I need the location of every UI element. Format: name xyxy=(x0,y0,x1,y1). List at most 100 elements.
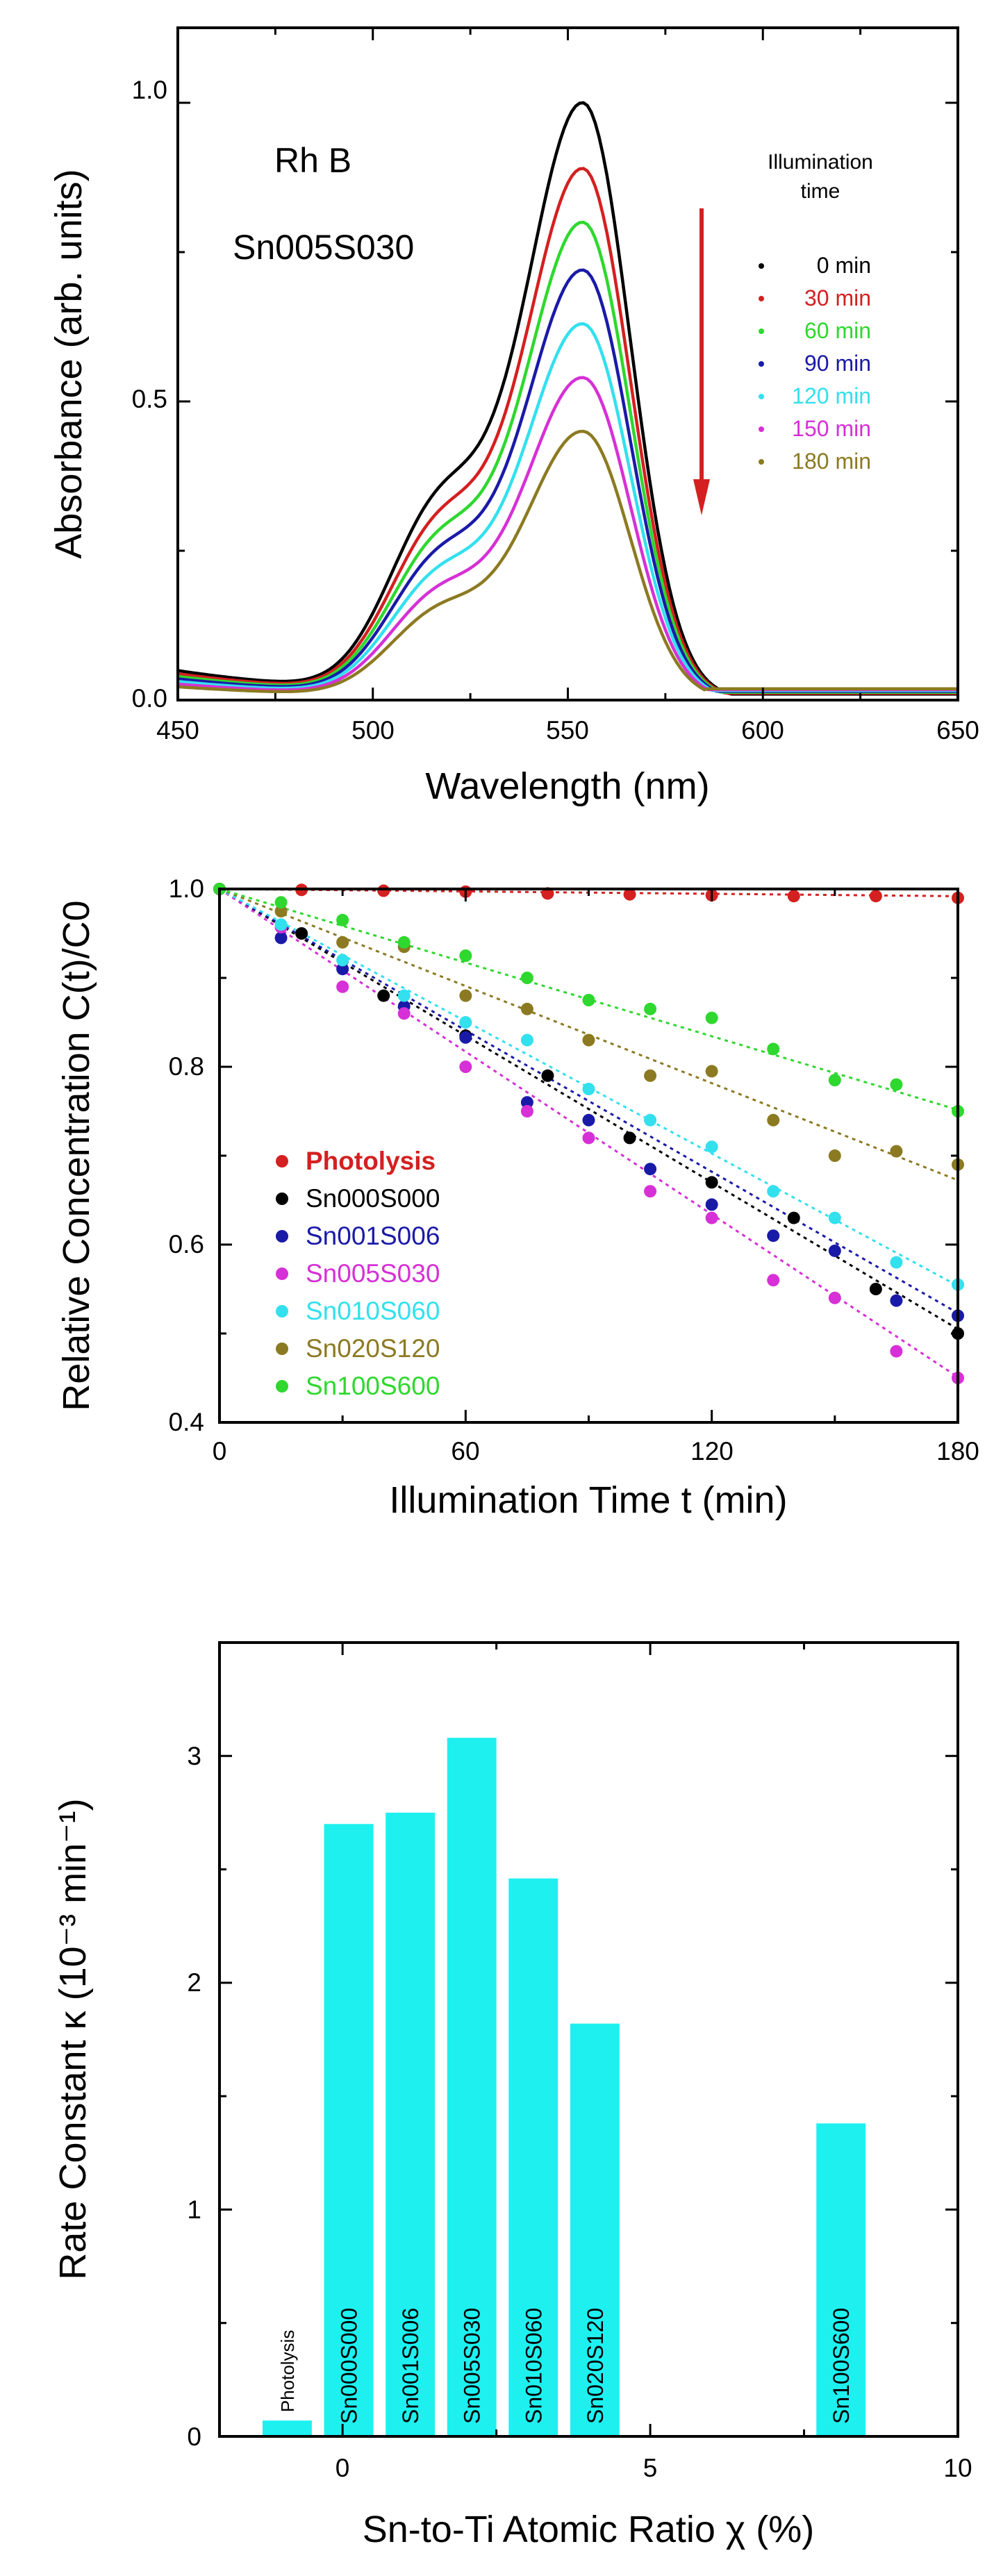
legend-marker xyxy=(759,361,764,367)
data-point-Sn001S006 xyxy=(644,1163,657,1176)
data-point-Sn020S120 xyxy=(459,989,472,1002)
data-point-Sn010S060 xyxy=(705,1140,718,1154)
legend-label: Sn000S000 xyxy=(306,1184,440,1213)
legend-title-line: time xyxy=(801,180,840,203)
data-point-Sn020S120 xyxy=(767,1113,780,1127)
data-point-Sn000S000 xyxy=(623,1131,636,1145)
spectra-ytick-label: 1.0 xyxy=(132,76,167,104)
legend-label: Sn020S120 xyxy=(306,1334,440,1363)
rate-bar-label: Photolysis xyxy=(277,2330,298,2413)
data-point-Sn005S030 xyxy=(520,1105,533,1117)
spectra-ytick-label: 0.0 xyxy=(132,684,167,713)
rate-bar-Sn001S006 xyxy=(386,1812,436,2436)
spectra-panel: 0.0 0.5 1.0 450 500 550 600 650 Waveleng… xyxy=(48,26,979,807)
legend-label: 180 min xyxy=(792,449,871,474)
legend-marker xyxy=(276,1268,288,1280)
data-point-Sn000S000 xyxy=(295,927,308,940)
rate-bar-Sn005S030 xyxy=(447,1738,497,2436)
spectra-xtick-label: 650 xyxy=(936,716,979,745)
legend-marker xyxy=(276,1305,288,1318)
trend-arrow-head xyxy=(693,479,710,515)
legend-title-line: Illumination xyxy=(768,151,873,174)
rate-bar-label: Sn005S030 xyxy=(460,2308,485,2424)
rate-xtick-label: 5 xyxy=(643,2454,658,2482)
spectra-xtick-label: 600 xyxy=(741,716,784,745)
legend-marker xyxy=(759,329,764,334)
legend-marker xyxy=(276,1343,288,1355)
rate-tick-marks xyxy=(219,1643,959,2438)
data-point-Sn010S060 xyxy=(520,1033,533,1047)
spectra-legend: 0 min 30 min 60 min 90 min 120 min 150 min 180… xyxy=(759,253,871,474)
spectra-ytick-label: 0.5 xyxy=(132,385,167,413)
data-point-Sn005S030 xyxy=(644,1185,657,1198)
data-point-Sn005S030 xyxy=(336,980,349,993)
data-point-Sn000S000 xyxy=(377,989,390,1002)
data-point-Sn100S600 xyxy=(828,1074,841,1087)
data-point-Sn100S600 xyxy=(397,936,411,949)
data-point-Sn005S030 xyxy=(459,1061,472,1073)
data-point-Sn100S600 xyxy=(336,913,349,926)
data-point-Sn010S060 xyxy=(767,1185,780,1198)
legend-marker xyxy=(276,1155,288,1167)
legend-marker xyxy=(276,1230,288,1243)
rate-ytick-label: 3 xyxy=(187,1742,201,1770)
data-point-Sn001S006 xyxy=(582,1113,595,1127)
kinetics-panel: 0.4 0.6 0.8 1.0 0 60 120 180 Illuminatio… xyxy=(56,874,979,1521)
spectra-tick-marks xyxy=(176,28,959,701)
kinetics-ytick-label: 0.8 xyxy=(169,1052,204,1081)
legend-label: 120 min xyxy=(792,383,871,408)
rate-bar-Sn100S600 xyxy=(816,2123,866,2436)
data-point-Sn010S060 xyxy=(459,1016,472,1029)
legend-label: 90 min xyxy=(804,351,871,376)
data-point-Sn005S030 xyxy=(582,1131,595,1145)
kinetics-xtick-label: 180 xyxy=(936,1437,979,1465)
data-point-Sn020S120 xyxy=(705,1065,718,1078)
legend-label: 60 min xyxy=(804,318,871,343)
data-point-Sn001S006 xyxy=(767,1229,780,1243)
spectra-xtick-label: 450 xyxy=(156,716,199,745)
data-point-Sn020S120 xyxy=(520,1002,533,1015)
legend-label: Sn100S600 xyxy=(306,1372,440,1400)
rate-bars: Photolysis Sn000S000 Sn001S006 Sn005S030 Sn0… xyxy=(263,1738,866,2436)
rate-bar-Sn020S120 xyxy=(570,2023,620,2436)
data-point-Photolysis xyxy=(377,884,390,897)
spectra-y-axis-title: Absorbance (arb. units) xyxy=(48,169,90,558)
rate-y-axis-title: Rate Constant κ (10⁻³ min⁻¹) xyxy=(52,1798,94,2279)
rate-x-axis-title: Sn-to-Ti Atomic Ratio χ (%) xyxy=(363,2509,814,2550)
data-point-Sn001S006 xyxy=(459,1031,472,1044)
kinetics-xtick-label: 0 xyxy=(213,1437,227,1465)
kinetics-ytick-label: 0.6 xyxy=(169,1230,204,1258)
spectra-xtick-label: 500 xyxy=(351,716,395,745)
data-point-Sn005S030 xyxy=(767,1274,780,1287)
spectra-series-group xyxy=(177,101,958,696)
legend-marker xyxy=(759,263,764,269)
kinetics-y-axis-title: Relative Concentration C(t)/C0 xyxy=(56,900,97,1411)
rate-ytick-label: 2 xyxy=(187,1968,201,1997)
legend-marker xyxy=(276,1380,288,1393)
kinetics-xtick-label: 120 xyxy=(690,1437,734,1465)
data-point-Sn010S060 xyxy=(828,1211,841,1224)
rate-ytick-label: 0 xyxy=(187,2423,201,2451)
legend-label: Sn001S006 xyxy=(306,1222,440,1250)
spectra-xtick-label: 550 xyxy=(546,716,589,745)
data-point-Sn010S060 xyxy=(644,1113,657,1127)
data-point-Sn001S006 xyxy=(274,931,288,945)
legend-label: 30 min xyxy=(804,285,871,310)
data-point-Sn020S120 xyxy=(336,936,349,949)
legend-label: 150 min xyxy=(792,416,871,441)
data-point-Sn020S120 xyxy=(890,1145,903,1158)
data-point-Sn001S006 xyxy=(828,1244,841,1257)
data-point-Sn005S030 xyxy=(828,1291,841,1304)
data-point-Sn000S000 xyxy=(787,1211,800,1224)
data-point-Sn100S600 xyxy=(459,949,472,962)
data-point-Sn020S120 xyxy=(274,905,288,917)
data-point-Sn010S060 xyxy=(336,954,349,967)
data-point-Sn001S006 xyxy=(520,1096,533,1109)
data-point-Photolysis xyxy=(869,890,882,903)
fit-line-Sn000S000 xyxy=(219,888,959,1330)
rate-panel: Photolysis Sn000S000 Sn001S006 Sn005S030 Sn0… xyxy=(52,1641,972,2550)
rate-bar-label: Sn100S600 xyxy=(829,2308,854,2424)
data-point-Sn010S060 xyxy=(582,1083,595,1095)
data-point-Sn100S600 xyxy=(582,994,595,1006)
data-point-Sn010S060 xyxy=(397,989,411,1002)
